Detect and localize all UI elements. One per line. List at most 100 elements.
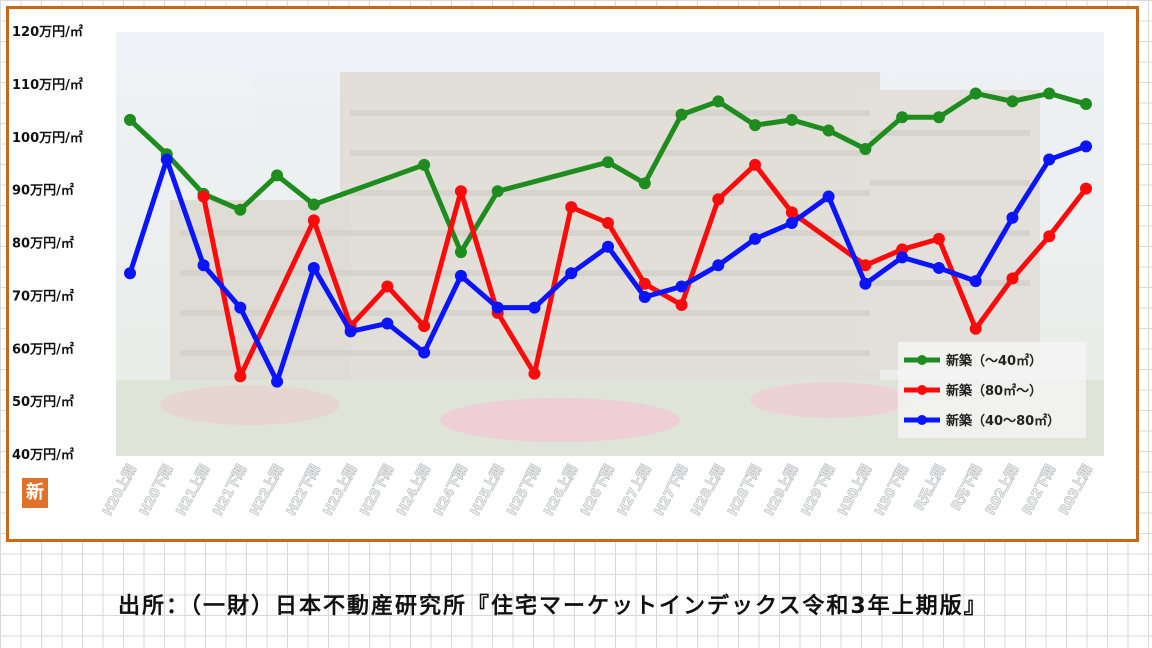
data-point bbox=[381, 317, 394, 330]
data-point bbox=[969, 322, 982, 335]
legend-label: 新築（80㎡～） bbox=[946, 383, 1042, 399]
data-point bbox=[565, 201, 578, 214]
series-lines bbox=[124, 87, 1092, 388]
data-point bbox=[712, 193, 725, 206]
data-point bbox=[454, 246, 467, 259]
data-point bbox=[638, 277, 651, 290]
data-point bbox=[1080, 140, 1092, 153]
y-tick-label: 70万円/㎡ bbox=[12, 288, 74, 304]
data-point bbox=[491, 185, 504, 198]
data-point bbox=[197, 259, 210, 272]
x-tick-label: H22下期 bbox=[284, 463, 323, 519]
x-tick-label: H30上期 bbox=[836, 463, 875, 519]
x-tick-label: H23上期 bbox=[321, 463, 360, 519]
data-point bbox=[822, 124, 835, 137]
y-tick-label: 80万円/㎡ bbox=[12, 236, 74, 252]
data-point bbox=[491, 301, 504, 314]
y-tick-label: 60万円/㎡ bbox=[12, 341, 74, 357]
legend: 新築（～40㎡） 新築（80㎡～） 新築（40～80㎡） bbox=[898, 342, 1086, 438]
x-tick-label: H26下期 bbox=[578, 463, 617, 519]
legend-item: 新築（～40㎡） bbox=[904, 353, 1042, 369]
legend-marker bbox=[917, 385, 927, 395]
x-tick-label: H30下期 bbox=[873, 463, 912, 519]
x-tick-label: H27上期 bbox=[615, 463, 654, 519]
data-point bbox=[234, 301, 247, 314]
x-tick-label: H28上期 bbox=[689, 463, 728, 519]
data-point bbox=[712, 95, 725, 108]
new-badge: 新 bbox=[22, 478, 48, 508]
data-point bbox=[454, 269, 467, 282]
legend-marker bbox=[917, 355, 927, 365]
x-tick-label: H21下期 bbox=[211, 463, 250, 519]
data-point bbox=[675, 280, 688, 293]
x-tick-label: H25上期 bbox=[468, 463, 507, 519]
data-point bbox=[969, 87, 982, 100]
data-point bbox=[969, 275, 982, 288]
data-point bbox=[160, 153, 173, 166]
data-point bbox=[749, 158, 762, 171]
data-point bbox=[307, 214, 320, 227]
data-point bbox=[418, 320, 431, 333]
y-tick-label: 40万円/㎡ bbox=[12, 447, 74, 463]
data-point bbox=[822, 190, 835, 203]
data-point bbox=[1006, 211, 1019, 224]
data-point bbox=[896, 251, 909, 264]
data-point bbox=[1043, 87, 1056, 100]
series-1 bbox=[124, 87, 1092, 259]
data-point bbox=[234, 370, 247, 383]
data-point bbox=[932, 232, 945, 245]
y-axis: 120万円/㎡ 110万円/㎡ 100万円/㎡ 90万円/㎡ 80万円/㎡ 70万円/㎡ 6… bbox=[12, 24, 83, 463]
legend-label: 新築（～40㎡） bbox=[946, 353, 1042, 369]
x-tick-label: H20上期 bbox=[100, 463, 139, 519]
x-tick-label: H25下期 bbox=[505, 463, 544, 519]
data-point bbox=[565, 267, 578, 280]
data-point bbox=[1080, 98, 1092, 111]
legend-item: 新築（40～80㎡） bbox=[904, 413, 1060, 429]
data-point bbox=[859, 277, 872, 290]
x-tick-label: R元上期 bbox=[912, 463, 948, 513]
x-tick-label: H26上期 bbox=[542, 463, 581, 519]
data-point bbox=[749, 119, 762, 132]
data-point bbox=[344, 325, 357, 338]
y-tick-label: 90万円/㎡ bbox=[12, 183, 74, 199]
data-point bbox=[1006, 272, 1019, 285]
data-point bbox=[1006, 95, 1019, 108]
y-tick-label: 110万円/㎡ bbox=[12, 77, 83, 93]
data-point bbox=[234, 203, 247, 216]
x-tick-label: H21上期 bbox=[174, 463, 213, 519]
x-tick-label: R元下期 bbox=[949, 463, 985, 513]
data-point bbox=[896, 111, 909, 124]
x-tick-label: R02下期 bbox=[1020, 463, 1059, 518]
source-note: 出所：（一財）日本不動産研究所『住宅マーケットインデックス令和3年上期版』 bbox=[118, 594, 988, 619]
x-tick-label: H29下期 bbox=[799, 463, 838, 519]
x-tick-label: H22上期 bbox=[248, 463, 287, 519]
x-axis: H20上期H20下期H21上期H21下期H22上期H22下期H23上期H23下期… bbox=[100, 462, 1096, 519]
y-tick-label: 120万円/㎡ bbox=[12, 24, 83, 40]
data-point bbox=[602, 156, 614, 169]
data-point bbox=[1043, 153, 1056, 166]
legend-marker bbox=[917, 415, 927, 425]
x-tick-label: H23下期 bbox=[358, 463, 397, 519]
data-point bbox=[712, 259, 725, 272]
x-tick-label: R03上期 bbox=[1057, 463, 1096, 518]
data-point bbox=[307, 261, 320, 274]
data-point bbox=[675, 298, 688, 311]
y-tick-label: 50万円/㎡ bbox=[12, 394, 74, 410]
data-point bbox=[932, 261, 945, 274]
data-point bbox=[932, 111, 945, 124]
data-point bbox=[528, 301, 541, 314]
data-point bbox=[418, 346, 431, 359]
data-point bbox=[785, 216, 798, 229]
data-point bbox=[859, 142, 872, 155]
x-tick-label: H27下期 bbox=[652, 463, 691, 519]
x-tick-label: H28下期 bbox=[726, 463, 765, 519]
data-point bbox=[785, 113, 798, 126]
data-point bbox=[1080, 182, 1092, 195]
x-tick-label: H20下期 bbox=[137, 463, 176, 519]
x-tick-label: R02上期 bbox=[983, 463, 1022, 518]
x-tick-label: H24下期 bbox=[431, 463, 470, 519]
data-point bbox=[124, 267, 136, 280]
y-tick-label: 100万円/㎡ bbox=[12, 130, 83, 146]
data-point bbox=[454, 185, 467, 198]
